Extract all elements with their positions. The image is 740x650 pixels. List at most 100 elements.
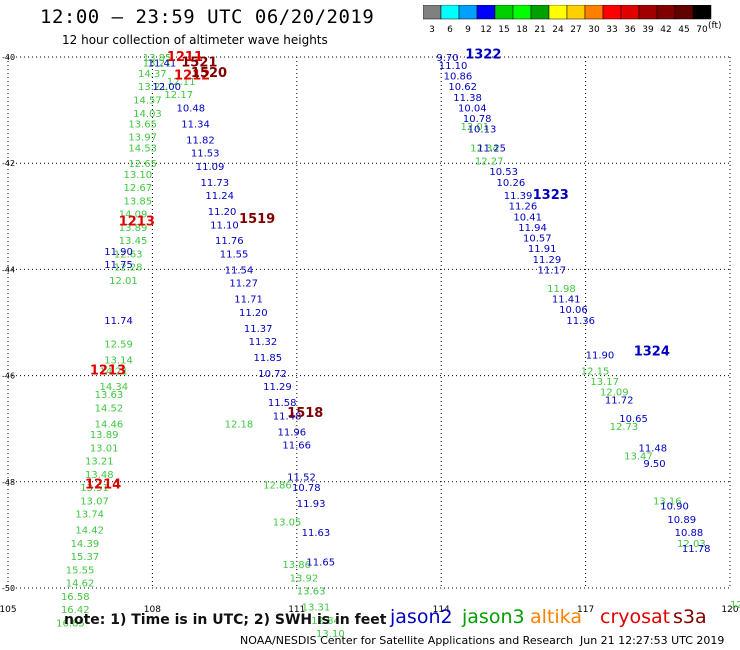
- data-label-jason3: 13.97: [128, 133, 157, 144]
- data-label-jason3: 13.10: [124, 170, 153, 181]
- data-label-jason3: 14.37: [138, 69, 167, 80]
- data-label-jason2: 12.00: [152, 82, 181, 93]
- color-scale-label: 39: [642, 25, 654, 35]
- data-label-jason2: 11.94: [518, 223, 547, 234]
- color-scale-unit: (ft): [708, 21, 722, 31]
- color-scale-label: 24: [552, 25, 564, 35]
- data-label-jason2: 11.85: [253, 353, 282, 364]
- data-label-jason2: 11.90: [104, 247, 133, 258]
- data-label-jason2: 11.91: [528, 244, 557, 255]
- color-scale-label: 70: [696, 25, 708, 35]
- data-label-s3a: 1521: [181, 55, 217, 70]
- data-label-jason2: 11.41: [552, 295, 581, 306]
- data-label-jason2: 11.66: [282, 441, 311, 452]
- legend-jason2: jason2: [390, 606, 453, 628]
- data-label-jason2: 9.70: [436, 53, 458, 64]
- color-scale-label: 3: [429, 25, 435, 35]
- chart-subtitle: 12 hour collection of altimeter wave hei…: [62, 33, 328, 47]
- data-label-jason3: 12.67: [124, 183, 153, 194]
- data-label-jason3: 13.63: [95, 390, 124, 401]
- data-label-jason3: 12.73: [730, 600, 740, 611]
- data-label-cryosat: 1213: [119, 215, 155, 230]
- data-label-jason2: 11.58: [268, 398, 297, 409]
- data-label-jason2: 11.63: [302, 528, 331, 539]
- color-swatch: [692, 5, 712, 20]
- data-label-jason2: 10.62: [448, 82, 477, 93]
- data-label-cryosat: 1213: [90, 363, 126, 378]
- data-label-jason3: 12.34: [470, 143, 499, 154]
- data-label-jason3: 12.17: [164, 90, 193, 101]
- data-label-jason2: 11.25: [477, 143, 506, 154]
- y-tick-label: -46: [2, 372, 15, 381]
- data-label-jason3: 12.84: [311, 616, 340, 627]
- color-scale-label: 18: [516, 25, 528, 35]
- data-label-jason2: 11.29: [533, 255, 562, 266]
- data-label-jason2: 11.27: [229, 279, 258, 290]
- data-label-jason3: 14.34: [99, 382, 128, 393]
- data-label-jason3: 12.01: [109, 276, 138, 287]
- data-label-jason2: 11.09: [196, 162, 225, 173]
- data-label-jason3: 14.62: [66, 579, 95, 590]
- chart-title: 12:00 – 23:59 UTC 06/20/2019: [40, 6, 375, 28]
- data-label-jason2: 10.04: [458, 103, 487, 114]
- data-label-jason2: 10.13: [468, 125, 497, 136]
- color-scale-label: 30: [588, 25, 600, 35]
- data-label-jason2: 11.39: [504, 191, 533, 202]
- data-label-jason3: 13.14: [104, 356, 133, 367]
- data-label-jason3: 14.03: [133, 109, 162, 120]
- data-label-jason3: 13.63: [297, 587, 326, 598]
- color-scale-label: 45: [678, 25, 689, 35]
- data-label-jason3: 13.21: [143, 58, 172, 69]
- data-label-cryosat: 1214: [85, 477, 121, 492]
- color-scale-label: 27: [570, 25, 581, 35]
- data-label-jason3: 16.42: [61, 605, 90, 616]
- y-tick-label: -42: [2, 159, 15, 168]
- legend-cryosat: cryosat: [600, 606, 671, 628]
- generation-timestamp: Jun 21 12:27:53 UTC 2019: [580, 634, 725, 647]
- data-label-jason2: 11.71: [234, 295, 263, 306]
- footer-note: note: 1) Time is in UTC; 2) SWH is in fe…: [64, 612, 387, 628]
- data-label-jason3: 13.21: [85, 457, 114, 468]
- data-label-jason3: 14.53: [128, 143, 157, 154]
- data-label-jason3: 13.47: [624, 451, 653, 462]
- data-label-jason3: 14.39: [71, 539, 100, 550]
- data-label-jason2: 11.78: [682, 544, 711, 555]
- data-label-cryosat: 1211: [167, 50, 203, 65]
- data-label-jason2-pass: 1322: [465, 47, 501, 62]
- data-label-jason2: 11.74: [104, 316, 133, 327]
- data-label-jason3: 13.45: [119, 236, 148, 247]
- data-label-jason3: 13.17: [590, 377, 619, 388]
- data-label-jason2: 11.48: [273, 411, 302, 422]
- y-tick-label: -48: [2, 478, 15, 487]
- color-scale-bar: 3 6 9 12 15 18 21 24 27 30 33 36 39 42 45 70: [423, 5, 712, 35]
- data-label-jason3: 15.55: [66, 565, 95, 576]
- data-label-jason2: 11.41: [148, 58, 177, 69]
- data-label-jason3: 12.09: [600, 388, 629, 399]
- data-label-jason2: 10.48: [176, 103, 205, 114]
- y-tick-label: -40: [2, 53, 15, 62]
- data-label-jason3: 12.03: [677, 539, 706, 550]
- data-label-jason3: 13.85: [143, 53, 172, 64]
- data-label-jason3: 16.58: [61, 592, 90, 603]
- data-label-jason3: 13.48: [85, 470, 114, 481]
- data-label-jason3: 12.86: [263, 480, 292, 491]
- data-label-jason3: 16.85: [56, 619, 85, 630]
- data-label-jason3: 13.86: [282, 560, 311, 571]
- data-label-jason2: 10.72: [258, 369, 287, 380]
- data-label-jason2: 11.24: [205, 191, 234, 202]
- data-label-jason3: 11.98: [547, 284, 576, 295]
- data-label-s3a: 1518: [287, 406, 323, 421]
- data-label-jason3: 13.01: [90, 443, 119, 454]
- data-label-jason2: 11.10: [439, 61, 468, 72]
- data-label-jason2: 11.34: [181, 119, 210, 130]
- data-label-jason3: 12.59: [104, 340, 133, 351]
- data-label-jason2: 10.88: [675, 528, 704, 539]
- data-label-jason3: 13.05: [273, 518, 302, 529]
- data-label-jason2: 11.17: [537, 265, 566, 276]
- data-label-jason3: 14.42: [75, 526, 104, 537]
- data-label-jason3: 12.15: [581, 366, 610, 377]
- data-label-jason2: 10.78: [292, 483, 321, 494]
- credit-line: NOAA/NESDIS Center for Satellite Applica…: [240, 634, 574, 647]
- legend-s3a: s3a: [673, 606, 707, 628]
- color-scale-label: 6: [447, 25, 453, 35]
